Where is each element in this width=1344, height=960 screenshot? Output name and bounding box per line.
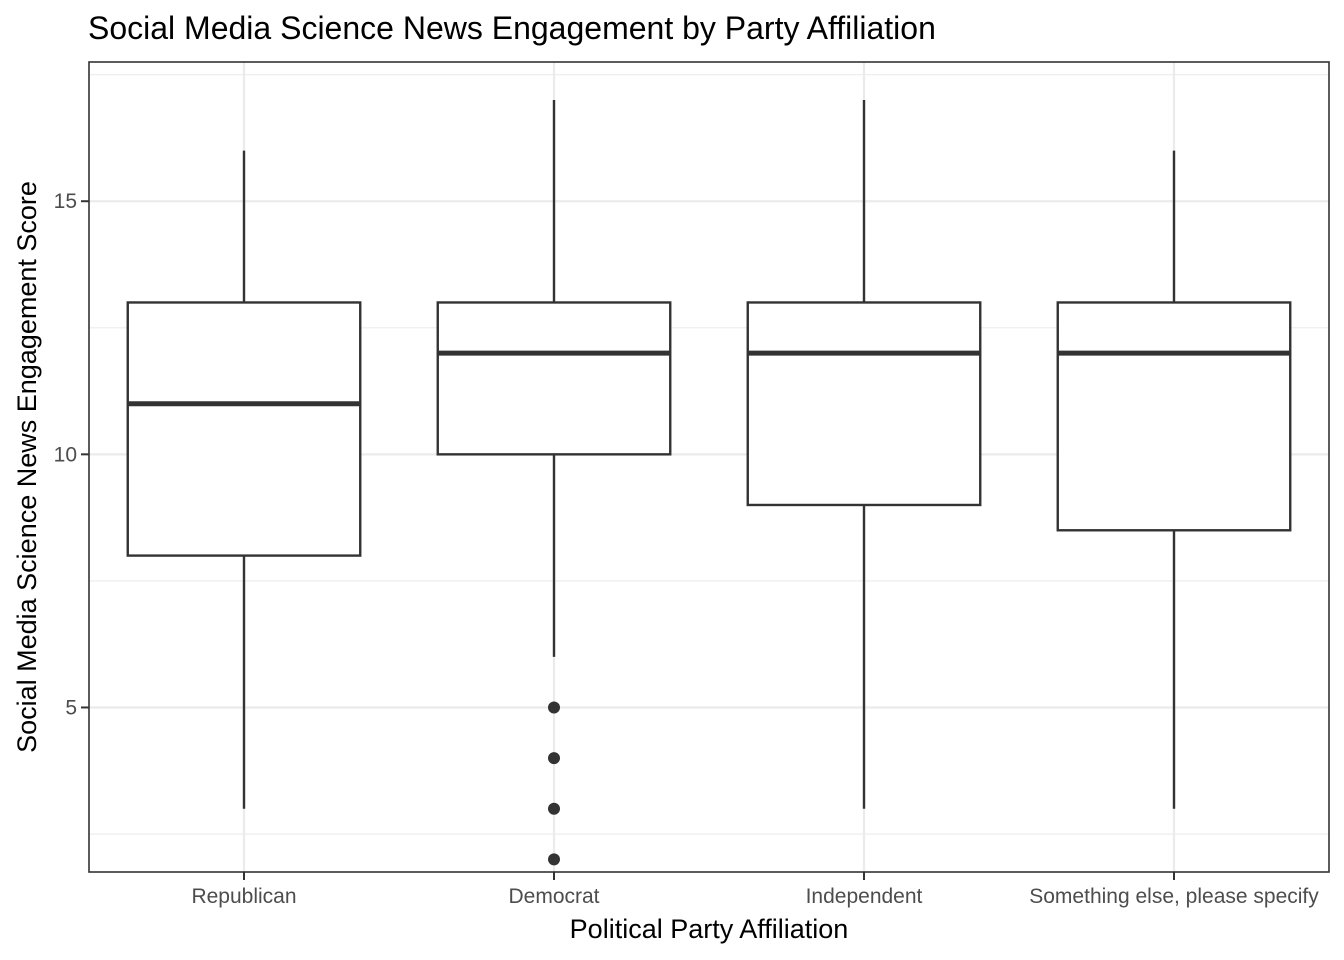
outlier-point <box>548 802 560 815</box>
x-tick-label: Republican <box>191 885 296 908</box>
box-iqr <box>1056 301 1292 532</box>
x-tick-label: Democrat <box>508 885 599 908</box>
chart-title: Social Media Science News Engagement by … <box>88 10 936 46</box>
x-axis: Republican Democrat Independent Something e… <box>191 872 1319 908</box>
outlier-point <box>548 701 560 714</box>
y-axis-title: Social Media Science News Engagement Sco… <box>12 181 42 753</box>
panel-border <box>88 61 1330 873</box>
y-tick-label: 10 <box>54 443 77 466</box>
y-tick-label: 15 <box>54 190 77 213</box>
box-group <box>126 150 362 809</box>
box-iqr <box>126 301 362 557</box>
boxes <box>126 99 1292 866</box>
x-tick-label: Independent <box>806 885 923 908</box>
box-group <box>436 99 672 866</box>
box-iqr <box>746 301 982 507</box>
y-axis: 5 10 15 <box>54 190 89 719</box>
box-group <box>746 99 982 809</box>
box-group <box>1056 150 1292 809</box>
box-iqr <box>436 301 672 456</box>
x-tick-label: Something else, please specify <box>1029 885 1319 908</box>
x-axis-title: Political Party Affiliation <box>570 914 849 944</box>
outlier-point <box>548 752 560 765</box>
outlier-point <box>548 853 560 866</box>
y-tick-label: 5 <box>65 696 77 719</box>
